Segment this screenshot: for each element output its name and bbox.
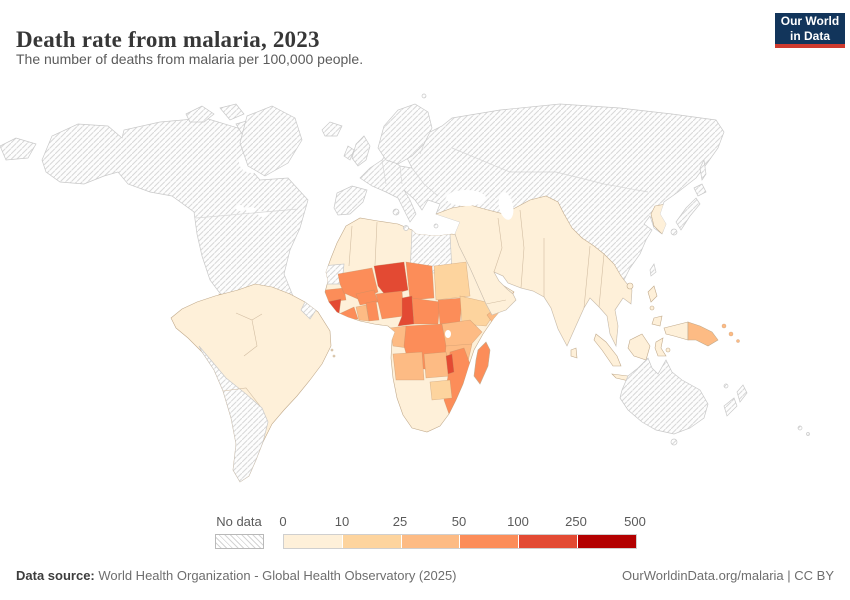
region-greenland[interactable] [239,105,303,177]
north-africa-borders [348,221,378,267]
region-iberia[interactable] [333,185,368,216]
legend-no-data-swatch[interactable] [215,534,264,549]
region-south-sudan[interactable] [437,297,463,325]
legend-bin-50-100[interactable] [459,535,519,548]
legend-tick-25: 25 [392,514,408,529]
region-madagascar[interactable] [473,341,491,385]
legend-bin-250-500[interactable] [577,535,636,548]
great-lake [246,207,256,213]
region-moluccas[interactable] [665,347,671,353]
owid-logo-line1: Our World [780,13,840,28]
region-bismarck-islands[interactable] [721,323,727,329]
region-lesser-antilles[interactable] [330,348,334,352]
region-sulawesi[interactable] [654,337,667,357]
license-label[interactable]: CC BY [794,568,834,583]
region-korea[interactable] [650,203,669,235]
caspian-sea [498,192,514,220]
region-scandinavia[interactable] [377,103,433,165]
region-sardinia[interactable] [392,208,400,216]
region-middle-east-south-asia[interactable] [435,195,633,346]
region-central-african-republic[interactable] [411,297,441,325]
region-sakhalin[interactable] [699,158,707,181]
region-cameroon[interactable] [397,295,415,327]
great-lake [236,205,244,211]
legend-tick-50: 50 [451,514,467,529]
legend-bin-25-50[interactable] [400,535,460,548]
data-source-note: Data source: World Health Organization -… [16,568,457,583]
legend-colorbar [283,534,637,549]
region-togo-benin[interactable] [365,300,380,322]
region-japan-kyushu[interactable] [670,228,678,236]
region-borneo[interactable] [627,333,651,361]
world-choropleth-map[interactable] [0,88,850,508]
us-canada-border [195,208,299,219]
south-america-borders [222,312,263,407]
owid-logo[interactable]: Our World in Data [775,13,845,48]
region-svalbard[interactable] [421,93,427,99]
region-arctic-islands[interactable] [185,105,215,123]
page-subtitle: The number of deaths from malaria per 10… [16,51,364,67]
legend-bin-0-10[interactable] [284,535,342,548]
region-solomon-islands[interactable] [728,331,734,337]
region-philippines-visayas[interactable] [649,305,655,311]
region-new-zealand-north[interactable] [736,384,748,403]
region-angola[interactable] [392,351,425,381]
region-zimbabwe[interactable] [429,379,453,401]
region-philippines-luzon[interactable] [647,285,658,303]
data-source-label: Data source: [16,568,95,583]
footer-separator: | [783,568,795,583]
region-hainan[interactable] [626,282,634,290]
europe-russia-borders [381,133,649,197]
region-kenya-uganda[interactable] [441,319,483,349]
region-new-zealand-south[interactable] [723,397,738,417]
region-chukotka-wrap[interactable] [0,137,37,161]
region-sri-lanka[interactable] [570,347,578,359]
map-svg [0,93,810,483]
region-taiwan[interactable] [649,263,657,277]
region-west-papua[interactable] [663,321,689,341]
legend-tick-100: 100 [507,514,529,529]
region-japan-honshu[interactable] [675,197,701,231]
region-pacific-island[interactable] [806,432,810,436]
region-australia[interactable] [619,357,709,435]
region-new-caledonia[interactable] [723,383,729,389]
region-argentina-chile-southern-cone[interactable] [198,345,269,482]
legend-tick-500: 500 [624,514,646,529]
legend-bin-10-25[interactable] [341,535,401,548]
region-lesser-antilles[interactable] [332,354,336,358]
legend-no-data-label: No data [216,514,262,529]
owid-url-link[interactable]: OurWorldinData.org/malaria [622,568,784,583]
region-japan-hokkaido[interactable] [693,183,707,197]
legend-bin-100-250[interactable] [518,535,578,548]
region-sicily[interactable] [403,225,409,231]
region-sumatra[interactable] [593,333,622,367]
footer-attribution: OurWorldinData.org/malaria | CC BY [622,568,834,583]
region-malawi[interactable] [445,353,455,375]
region-united-kingdom[interactable] [351,135,371,167]
region-tasmania[interactable] [670,438,678,446]
region-solomon-islands[interactable] [736,339,740,343]
region-fiji[interactable] [797,425,803,431]
legend-tick-0: 0 [279,514,287,529]
region-iceland[interactable] [321,121,343,137]
region-arctic-islands[interactable] [219,103,245,121]
region-chad[interactable] [405,261,435,301]
asia-country-borders [485,209,605,309]
region-sudan[interactable] [433,261,471,301]
region-philippines-mindanao[interactable] [651,315,663,327]
page-title: Death rate from malaria, 2023 [16,27,320,53]
legend-tick-10: 10 [334,514,350,529]
region-crete[interactable] [433,223,439,229]
black-sea [446,190,486,206]
region-ireland[interactable] [343,145,355,161]
lake-victoria [445,330,451,338]
owid-logo-line2: in Data [789,28,830,43]
legend-tick-250: 250 [565,514,587,529]
region-papua-new-guinea[interactable] [687,321,719,347]
data-source-text: World Health Organization - Global Healt… [94,568,457,583]
